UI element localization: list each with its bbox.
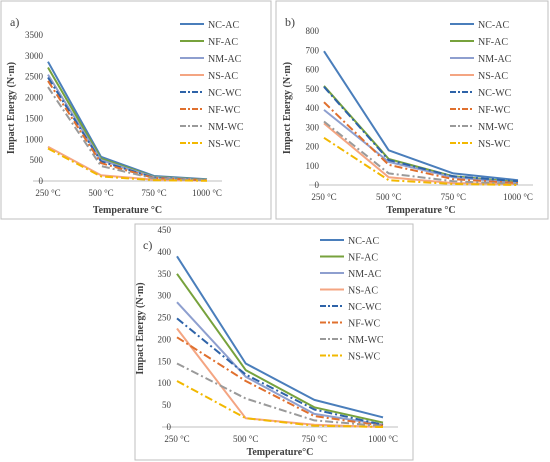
legend-entry: NS-AC bbox=[478, 71, 508, 82]
legend: NC-AC NF-AC NM-AC NS-AC NC-WC NF-WC NM-WC NS-WC bbox=[320, 236, 384, 363]
legend-entry: NC-WC bbox=[208, 88, 242, 99]
y-axis-title: Impact Energy (N·m) bbox=[135, 282, 146, 374]
legend-entry: NS-AC bbox=[348, 286, 378, 297]
y-tick-label: 50 bbox=[162, 400, 172, 410]
legend-entry: NC-WC bbox=[348, 302, 382, 313]
panel-frame bbox=[0, 0, 272, 220]
y-tick-label: 2000 bbox=[25, 93, 44, 103]
x-tick-label: 750 °C bbox=[441, 192, 466, 202]
panel-label: c) bbox=[143, 238, 152, 252]
panel-label: b) bbox=[285, 15, 295, 29]
x-tick-label: 250 °C bbox=[35, 188, 60, 198]
legend-entry: NF-WC bbox=[208, 105, 241, 116]
y-tick-label: 150 bbox=[158, 356, 172, 366]
x-tick-label: 500 °C bbox=[88, 188, 113, 198]
series-line-nc-ac bbox=[323, 50, 519, 182]
panel-label: a) bbox=[10, 15, 19, 29]
y-tick-label: 450 bbox=[158, 225, 172, 235]
series-line-ns-wc bbox=[323, 136, 519, 186]
legend-entry: NF-AC bbox=[208, 37, 238, 48]
series-line-nf-wc bbox=[323, 101, 519, 185]
y-tick-label: 700 bbox=[306, 45, 320, 55]
legend-entry: NS-WC bbox=[478, 139, 511, 150]
y-tick-label: 100 bbox=[158, 378, 172, 388]
series-line-ns-wc bbox=[176, 380, 384, 428]
series-line-nf-ac bbox=[176, 273, 384, 424]
x-tick-label: 750 °C bbox=[302, 434, 327, 444]
legend: NC-AC NF-AC NM-AC NS-AC NC-WC NF-WC NM-WC NS-WC bbox=[180, 20, 244, 150]
legend-entry: NM-AC bbox=[208, 54, 242, 65]
chart-panel-a: a) 0 500 1000 1500 2000 2500 3000 3500 250 °C 500… bbox=[0, 0, 272, 220]
legend-entry: NS-AC bbox=[208, 71, 238, 82]
y-tick-label: 300 bbox=[306, 122, 320, 132]
legend: NC-AC NF-AC NM-AC NS-AC NC-WC NF-WC NM-WC NS-WC bbox=[450, 20, 514, 150]
chart-panel-b: b) 0 100 200 300 400 500 600 700 800 250 °C 500 °C… bbox=[275, 0, 549, 220]
legend-entry: NF-AC bbox=[348, 253, 378, 264]
y-tick-label: 250 bbox=[158, 313, 172, 323]
series-line-nc-wc bbox=[176, 317, 384, 426]
y-tick-label: 0 bbox=[315, 180, 320, 190]
legend-entry: NS-WC bbox=[348, 352, 381, 363]
series-line-nf-wc bbox=[176, 336, 384, 427]
x-tick-label: 1000 °C bbox=[368, 434, 398, 444]
legend-entry: NM-WC bbox=[478, 122, 514, 133]
series-line-nm-wc bbox=[176, 362, 384, 428]
legend-entry: NF-WC bbox=[478, 105, 511, 116]
y-tick-label: 0 bbox=[39, 176, 44, 186]
chart-panel-c: c) 0 50 100 150 200 250 300 350 400 450 250 °C 500 … bbox=[134, 223, 414, 461]
x-tick-label: 250 °C bbox=[311, 192, 336, 202]
x-tick-label: 500 °C bbox=[233, 434, 258, 444]
y-tick-label: 350 bbox=[158, 269, 172, 279]
series-line-nc-wc bbox=[323, 86, 519, 183]
x-tick-label: 500 °C bbox=[376, 192, 401, 202]
x-tick-label: 250 °C bbox=[164, 434, 189, 444]
y-tick-label: 800 bbox=[306, 26, 320, 36]
y-tick-label: 200 bbox=[306, 142, 320, 152]
y-tick-label: 300 bbox=[158, 291, 172, 301]
legend-entry: NM-WC bbox=[348, 335, 384, 346]
y-tick-label: 3000 bbox=[25, 51, 44, 61]
legend-entry: NC-WC bbox=[478, 88, 512, 99]
legend-entry: NC-AC bbox=[208, 20, 239, 31]
y-tick-label: 600 bbox=[306, 65, 320, 75]
y-tick-label: 400 bbox=[306, 103, 320, 113]
series-line-nm-ac bbox=[176, 301, 384, 426]
x-tick-label: 1000 °C bbox=[503, 192, 533, 202]
legend-entry: NC-AC bbox=[348, 236, 379, 247]
legend-entry: NM-AC bbox=[478, 54, 512, 65]
legend-entry: NF-AC bbox=[478, 37, 508, 48]
x-axis-title: Temperature °C bbox=[93, 205, 162, 216]
legend-entry: NS-WC bbox=[208, 139, 241, 150]
y-tick-label: 500 bbox=[306, 84, 320, 94]
y-tick-label: 500 bbox=[30, 155, 44, 165]
y-tick-label: 0 bbox=[167, 422, 172, 432]
legend-entry: NM-WC bbox=[208, 122, 244, 133]
series-line-nm-wc bbox=[47, 86, 208, 182]
x-tick-label: 1000 °C bbox=[192, 188, 222, 198]
y-tick-label: 3500 bbox=[25, 30, 44, 40]
legend-entry: NC-AC bbox=[478, 20, 509, 31]
x-axis-title: Temperature°C bbox=[247, 447, 314, 458]
legend-entry: NF-WC bbox=[348, 319, 381, 330]
y-tick-label: 1000 bbox=[25, 134, 44, 144]
y-tick-label: 400 bbox=[158, 247, 172, 257]
y-axis-title: Impact Energy (N·m) bbox=[282, 62, 293, 154]
series-line-nc-ac bbox=[176, 255, 384, 419]
x-tick-label: 750 °C bbox=[141, 188, 166, 198]
series-line-nm-wc bbox=[323, 120, 519, 185]
y-tick-label: 200 bbox=[158, 334, 172, 344]
y-tick-label: 1500 bbox=[25, 113, 44, 123]
y-tick-label: 100 bbox=[306, 161, 320, 171]
legend-entry: NM-AC bbox=[348, 269, 382, 280]
series-line-ns-wc bbox=[47, 147, 208, 182]
x-axis-title: Temperature °C bbox=[386, 205, 455, 216]
y-tick-label: 2500 bbox=[25, 72, 44, 82]
y-axis-title: Impact Energy (N·m) bbox=[6, 62, 17, 154]
